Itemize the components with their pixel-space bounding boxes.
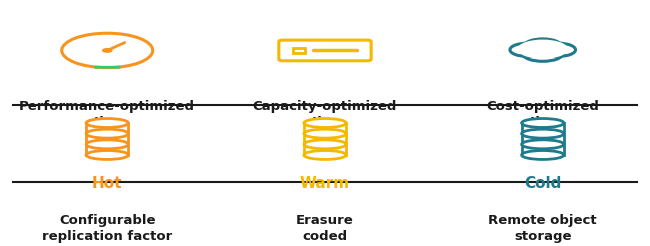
Bar [304,123,346,155]
Circle shape [523,46,563,61]
Circle shape [517,40,568,59]
Ellipse shape [304,129,346,138]
Bar [86,123,129,155]
Ellipse shape [304,140,346,149]
Text: Remote object
storage: Remote object storage [488,214,597,243]
Text: Cold: Cold [524,176,562,191]
Ellipse shape [521,129,564,138]
Circle shape [540,43,575,56]
Bar [293,48,305,53]
Ellipse shape [86,119,129,127]
Text: Hot: Hot [92,176,122,191]
Ellipse shape [521,151,564,159]
Text: Configurable
replication factor: Configurable replication factor [42,214,172,243]
FancyBboxPatch shape [94,66,120,69]
Circle shape [510,43,545,56]
Text: Erasure
coded: Erasure coded [296,214,354,243]
Ellipse shape [521,140,564,149]
Text: Capacity-optimized
tier: Capacity-optimized tier [253,100,397,129]
Text: Cost-optimized
tier: Cost-optimized tier [486,100,599,129]
Ellipse shape [86,151,129,159]
Circle shape [524,39,562,53]
Text: Warm: Warm [300,176,350,191]
Ellipse shape [521,119,564,127]
Circle shape [103,49,112,52]
Ellipse shape [86,140,129,149]
Bar [521,123,564,155]
Ellipse shape [86,129,129,138]
Ellipse shape [304,119,346,127]
Text: Performance-optimized
tier: Performance-optimized tier [20,100,195,129]
Ellipse shape [304,151,346,159]
